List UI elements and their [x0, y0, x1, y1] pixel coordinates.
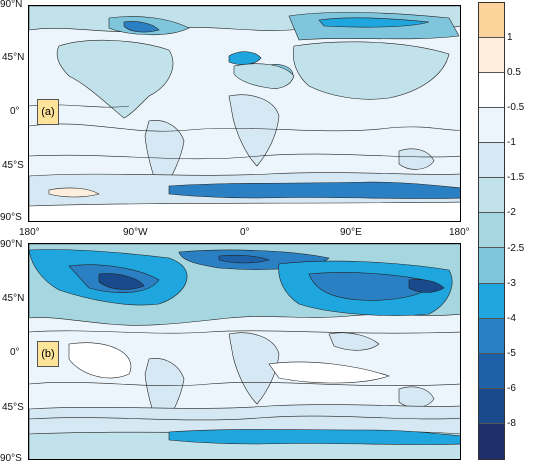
panel-b-tag: (b) — [37, 341, 59, 367]
lat-label-b-0: 0° — [10, 347, 20, 358]
colorbar-swatch — [479, 283, 504, 319]
lat-label-b-45n: 45°N — [2, 293, 25, 304]
colorbar-tick-label: -6 — [507, 382, 516, 394]
map-b-surface — [29, 244, 460, 459]
lon-label-180w: 180° — [19, 227, 40, 238]
lon-label-90w: 90°W — [123, 227, 148, 238]
colorbar-tick-label: -2.5 — [507, 242, 525, 254]
colorbar-tick-label: -5 — [507, 347, 516, 359]
colorbar — [478, 2, 505, 460]
colorbar-tick-label: 0.5 — [507, 67, 521, 79]
colorbar-tick-label: -4 — [507, 312, 516, 324]
colorbar-swatch — [479, 143, 504, 179]
lon-label-180e: 180° — [449, 227, 470, 238]
colorbar-swatch — [479, 178, 504, 214]
map-panel-b — [28, 243, 461, 460]
lat-label-b-90n: 90°N — [0, 239, 23, 250]
colorbar-swatch — [479, 353, 504, 389]
lat-label-a-90n: 90°N — [0, 0, 23, 10]
colorbar-swatch — [479, 213, 504, 249]
colorbar-tick-label: -1.5 — [507, 172, 525, 184]
colorbar-tick-label: -1 — [507, 137, 516, 149]
colorbar-swatch — [479, 38, 504, 74]
colorbar-swatch — [479, 248, 504, 284]
colorbar-swatch — [479, 423, 504, 459]
map-a-surface — [29, 6, 460, 221]
colorbar-swatch — [479, 73, 504, 109]
map-panel-a — [28, 5, 461, 222]
colorbar-tick-label: -2 — [507, 207, 516, 219]
lat-label-a-45s: 45°S — [2, 160, 24, 171]
lat-label-a-90s: 90°S — [0, 212, 22, 223]
colorbar-swatch — [479, 318, 504, 354]
lon-label-90e: 90°E — [340, 227, 362, 238]
lat-label-a-45n: 45°N — [2, 52, 25, 63]
colorbar-swatch — [479, 108, 504, 144]
colorbar-tick-label: 1 — [507, 32, 513, 44]
colorbar-tick-label: -0.5 — [507, 102, 525, 114]
colorbar-swatch — [479, 3, 504, 39]
colorbar-swatch — [479, 388, 504, 424]
lat-label-b-45s: 45°S — [2, 402, 24, 413]
lon-label-0: 0° — [240, 227, 250, 238]
lat-label-b-90s: 90°S — [0, 453, 22, 464]
colorbar-tick-label: -8 — [507, 417, 516, 429]
panel-a-tag: (a) — [37, 99, 59, 125]
colorbar-tick-label: -3 — [507, 277, 516, 289]
lat-label-a-0: 0° — [10, 106, 20, 117]
